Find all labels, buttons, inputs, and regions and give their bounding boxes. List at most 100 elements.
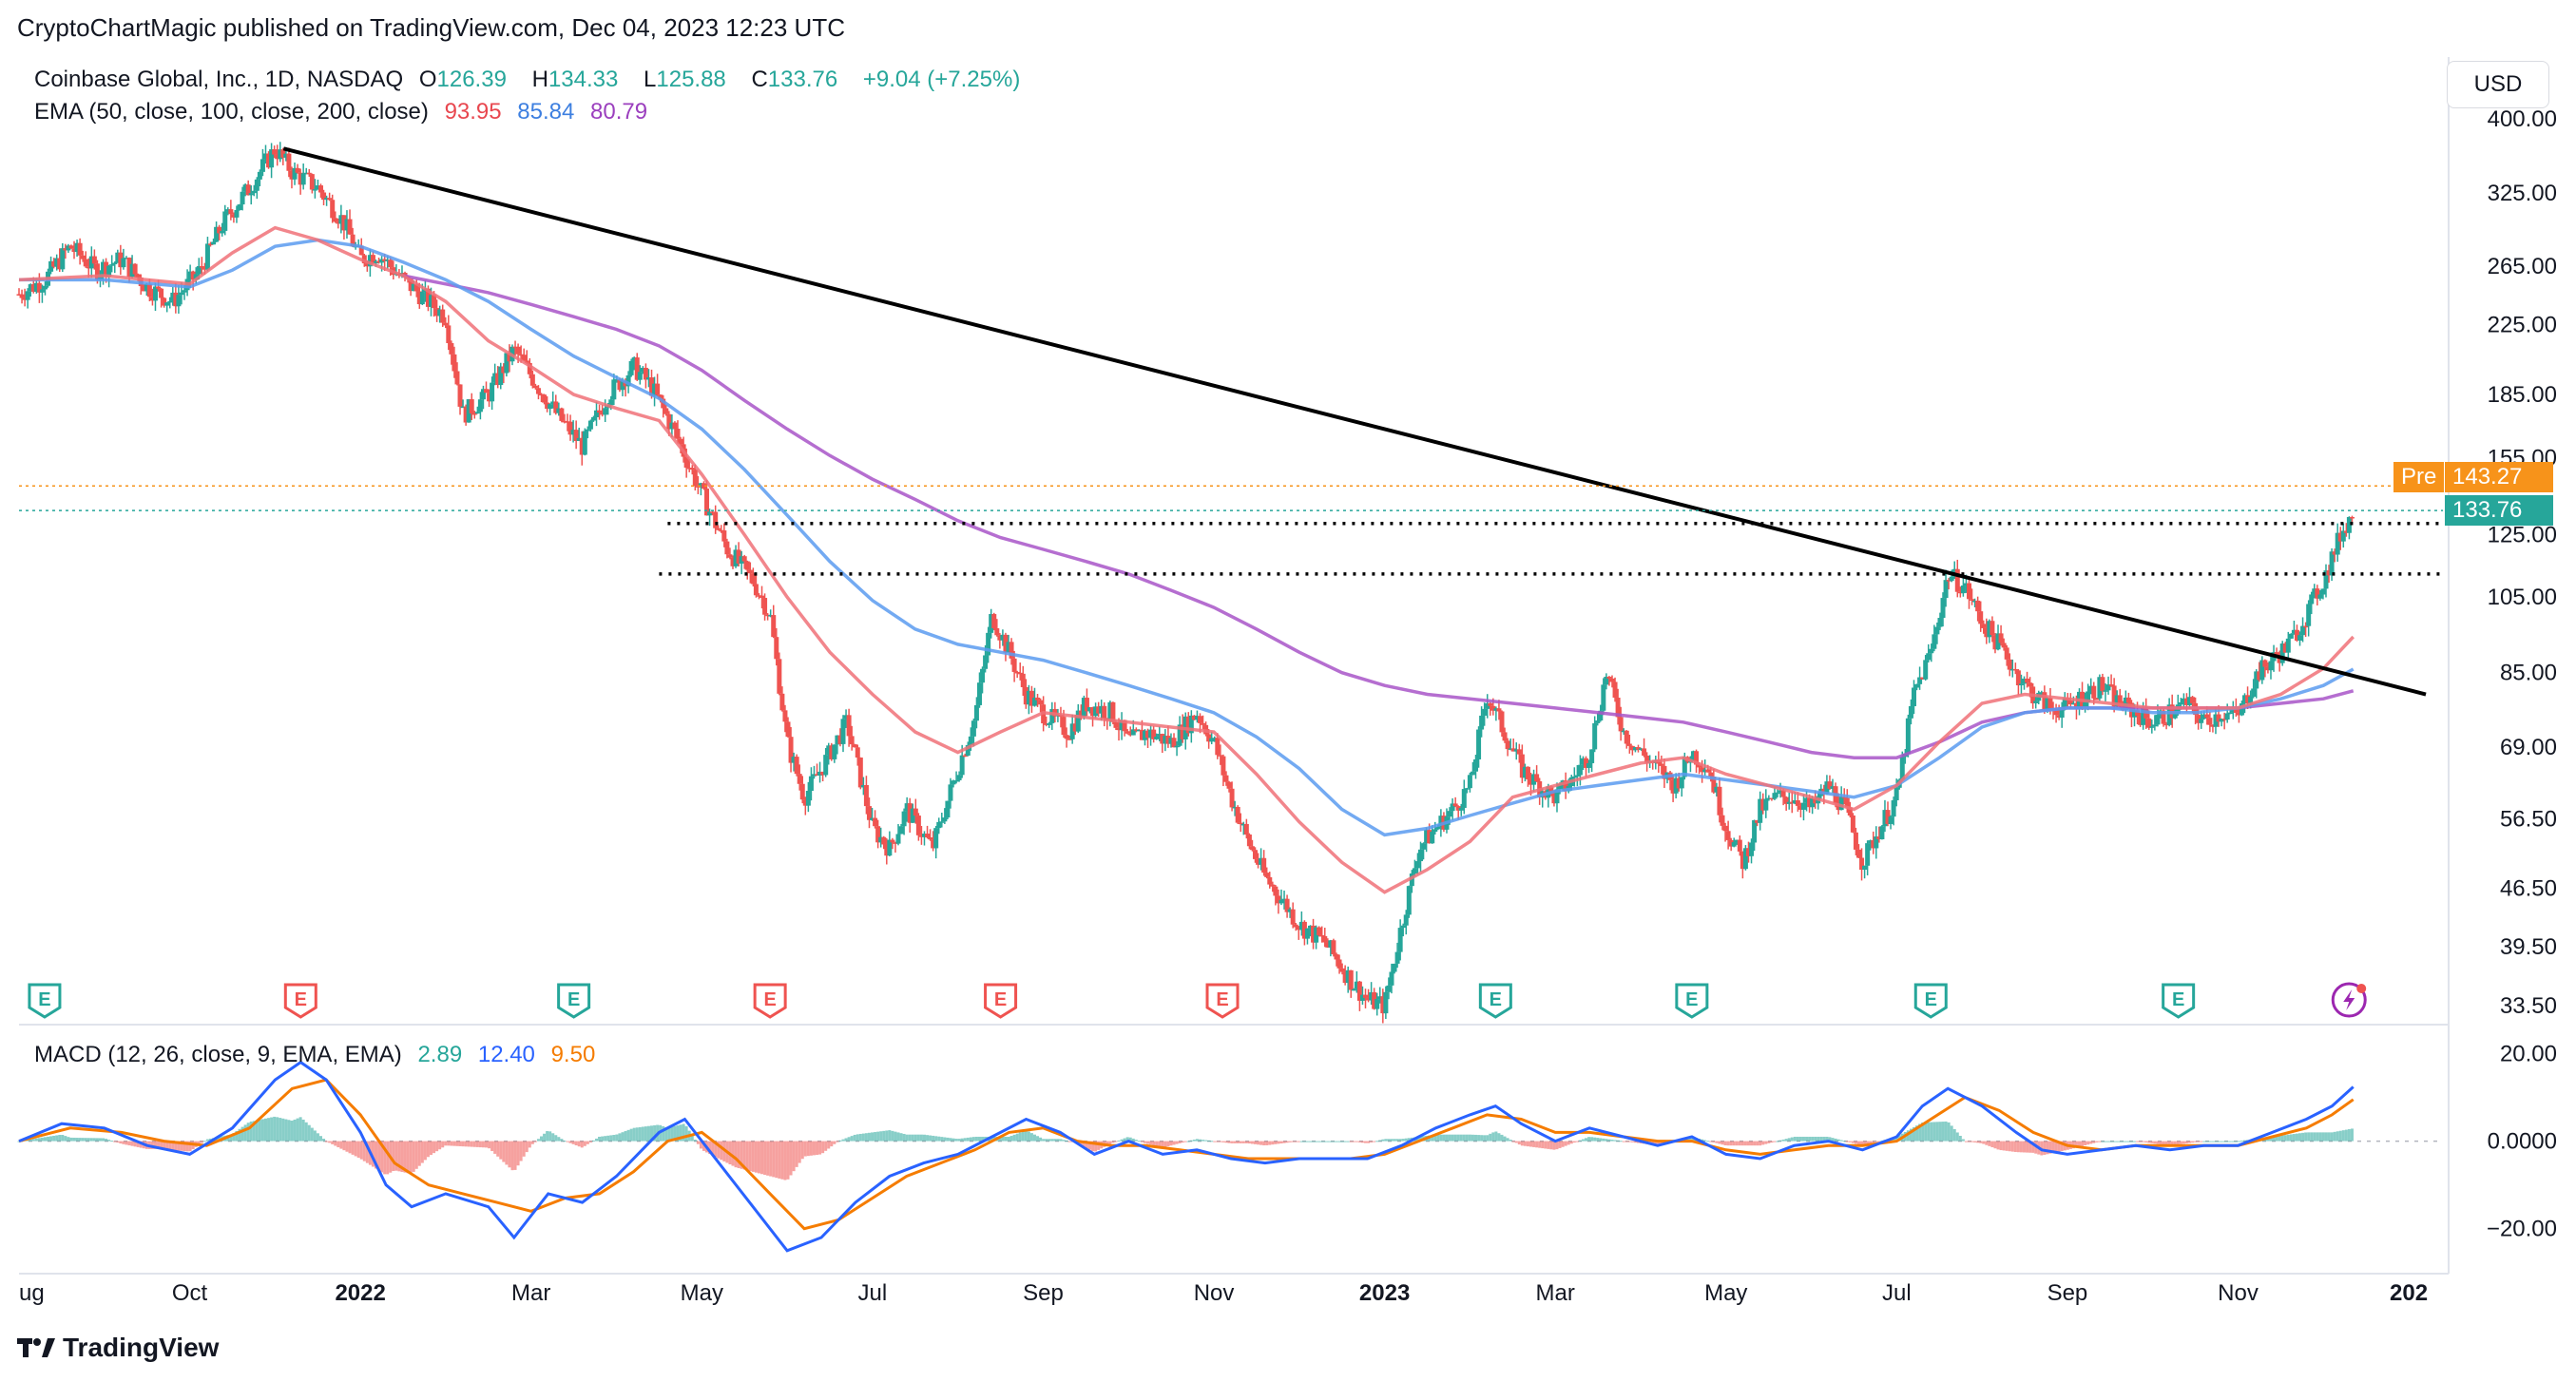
candle-body [2282, 643, 2288, 653]
candle-body [2315, 588, 2320, 599]
candle-body [535, 388, 541, 394]
candle-body [1844, 797, 1850, 808]
candle-body [785, 721, 791, 738]
candle-body [159, 288, 164, 298]
candle-body [104, 261, 109, 277]
ema-legend[interactable]: EMA (50, close, 100, close, 200, close) … [34, 99, 657, 125]
candle-body [495, 373, 501, 386]
candle-body [2172, 714, 2178, 719]
candle-body [1023, 686, 1028, 705]
currency-button[interactable]: USD [2447, 61, 2549, 108]
candle-body [492, 373, 498, 383]
macd-hist-bar [1039, 1137, 1043, 1142]
macd-hist-bar [720, 1141, 723, 1161]
macd-hist-bar [922, 1134, 926, 1142]
macd-hist-bar [359, 1141, 363, 1160]
macd-hist-bar [450, 1141, 453, 1146]
candle-body [1249, 846, 1255, 851]
macd-hist-bar [1393, 1139, 1396, 1142]
macd-hist-bar [2016, 1141, 2020, 1153]
candle-body [1775, 792, 1780, 795]
candle-body [556, 408, 562, 413]
macd-hist-bar [458, 1141, 462, 1146]
macd-hist-bar [606, 1135, 610, 1142]
earnings-marker[interactable]: E [1913, 983, 1948, 1019]
symbol-legend: Coinbase Global, Inc., 1D, NASDAQ O126.3… [34, 67, 1021, 92]
candle-body [562, 420, 567, 423]
earnings-marker[interactable]: E [557, 983, 591, 1019]
earnings-marker-shape [753, 983, 787, 1019]
macd-hist-bar [1108, 1141, 1112, 1144]
macd-legend[interactable]: MACD (12, 26, close, 9, EMA, EMA) 2.89 1… [34, 1042, 605, 1068]
macd-pane[interactable] [17, 1060, 2444, 1253]
macd-hist-bar [1761, 1141, 1765, 1145]
macd-hist-bar [1404, 1138, 1408, 1142]
macd-hist-bar [1529, 1141, 1533, 1147]
candle-body [1592, 722, 1598, 750]
candle-body [1830, 786, 1836, 789]
macd-hist-bar [1526, 1141, 1529, 1147]
tradingview-branding[interactable]: TradingView [17, 1333, 219, 1363]
candle-body [1580, 758, 1586, 765]
candle-body [135, 274, 141, 278]
macd-hist-bar [690, 1135, 694, 1142]
candle-body [454, 371, 460, 385]
earnings-marker[interactable]: E [28, 983, 62, 1019]
macd-hist-bar [281, 1118, 285, 1142]
candle-body [2108, 684, 2114, 686]
candle-body [1673, 777, 1679, 794]
macd-hist-bar [879, 1131, 883, 1142]
price-tick-label: 325.00 [2488, 181, 2557, 206]
candle-body [217, 226, 222, 234]
earnings-marker[interactable]: E [753, 983, 787, 1019]
candle-body [39, 289, 45, 293]
candle-body [2233, 708, 2239, 713]
candle-body [1963, 583, 1969, 586]
candle-body [661, 398, 666, 409]
macd-hist-bar [34, 1138, 38, 1142]
macd-hist-bar [684, 1125, 688, 1142]
earnings-marker-label: E [1216, 989, 1228, 1010]
candle-body [698, 483, 703, 487]
macd-hist-bar [1999, 1141, 2003, 1151]
macd-hist-bar [1822, 1136, 1826, 1142]
candle-body [446, 325, 452, 344]
earnings-marker[interactable]: E [984, 983, 1018, 1019]
candle-body [1020, 673, 1026, 687]
candle-body [1270, 884, 1276, 887]
macd-hist-bar [232, 1133, 236, 1142]
candle-body [2039, 692, 2045, 694]
candle-body [1119, 720, 1125, 731]
candle-body [945, 800, 951, 818]
candle-body [683, 456, 689, 469]
candle-body [1984, 627, 1990, 638]
earnings-marker[interactable]: E [283, 983, 317, 1019]
candle-body [585, 429, 590, 432]
earnings-marker[interactable]: E [1478, 983, 1512, 1019]
earnings-marker[interactable]: E [2162, 983, 2196, 1019]
macd-hist-bar [122, 1141, 125, 1144]
candle-body [2262, 660, 2268, 667]
macd-hist-bar [67, 1137, 70, 1142]
macd-hist-bar [430, 1141, 433, 1156]
ema50-value: 93.95 [444, 99, 502, 125]
macd-hist-bar [58, 1135, 62, 1142]
candle-body [248, 193, 254, 196]
macd-hist-bar [800, 1141, 804, 1160]
candle-body [88, 256, 94, 269]
macd-hist-bar [1419, 1136, 1423, 1142]
macd-hist-bar [751, 1141, 755, 1172]
earnings-marker[interactable]: E [1675, 983, 1709, 1019]
candle-body [1937, 618, 1943, 627]
candle-body [2207, 718, 2213, 725]
earnings-marker[interactable]: E [1205, 983, 1240, 1019]
candle-body [1502, 732, 1508, 741]
macd-hist-bar [536, 1139, 540, 1142]
macd-hist-bar [624, 1131, 627, 1142]
candle-body [1946, 580, 1951, 582]
candle-body [1293, 924, 1298, 928]
macd-hist-bar [98, 1138, 102, 1142]
macd-hist-bar [1111, 1141, 1115, 1143]
macd-hist-bar [696, 1141, 700, 1144]
